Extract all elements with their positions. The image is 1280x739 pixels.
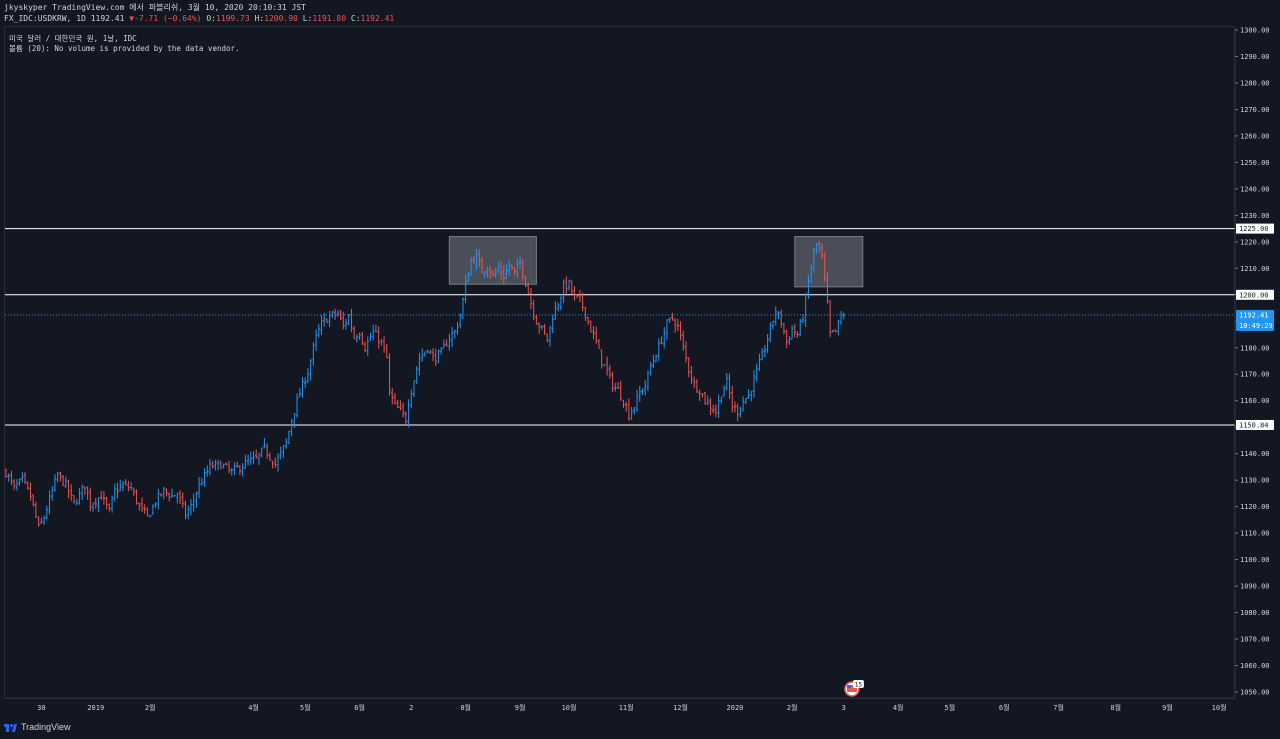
price-axis[interactable]: 1050.00 1060.00 1070.00 1080.00 1090.00 1100.…: [1234, 27, 1274, 699]
time-tick-label: 8월: [1110, 703, 1121, 712]
tradingview-footer[interactable]: TradingView: [4, 722, 71, 732]
price-tick-label: 1220.00: [1240, 238, 1270, 246]
close-value: 1192.41: [360, 14, 395, 23]
price-tick-label: 1260.00: [1240, 132, 1270, 140]
time-tick-label: 12월: [673, 703, 688, 712]
time-tick-label: 9월: [1162, 703, 1173, 712]
price-tick-label: 1300.00: [1240, 27, 1270, 35]
time-tick-label: 11월: [619, 703, 634, 712]
price-tick-label: 1070.00: [1240, 636, 1270, 644]
highlight-boxes: [448, 236, 864, 288]
time-tick-label: 3: [842, 704, 846, 712]
price-tick-label: 1140.00: [1240, 450, 1270, 458]
horizontal-line-price-label: 1200.00: [1239, 291, 1269, 299]
price-tick-label: 1160.00: [1240, 397, 1270, 405]
horizontal-line-price-label: 1150.84: [1239, 421, 1269, 429]
time-tick-label: 5월: [945, 703, 956, 712]
low-value: 1191.80: [312, 14, 347, 23]
time-tick-label: 6월: [354, 703, 365, 712]
price-tick-label: 1250.00: [1240, 159, 1270, 167]
time-tick-label: 2019: [87, 704, 104, 712]
tradingview-brand: TradingView: [21, 722, 71, 732]
low-label: L:: [302, 14, 313, 23]
price-tick-label: 1290.00: [1240, 53, 1270, 61]
chart-header: jkyskyper TradingView.com 에서 퍼블리쉬, 3월 10…: [4, 2, 394, 24]
ohlc-bars: [4, 241, 845, 527]
high-value: 1200.90: [264, 14, 298, 23]
last-price-badge: [1236, 309, 1274, 331]
volume-note: 볼륨 (20): No volume is provided by the da…: [9, 44, 240, 53]
time-tick-label: 6월: [999, 703, 1010, 712]
price-tick-label: 1120.00: [1240, 503, 1270, 511]
time-tick-label: 4월: [248, 703, 259, 712]
symbol-label: FX_IDC:USDKRW, 1D 1192.41: [4, 14, 125, 23]
time-tick-label: 9월: [515, 703, 526, 712]
price-tick-label: 1080.00: [1240, 609, 1270, 617]
time-tick-label: 10월: [1212, 703, 1227, 712]
price-tick-label: 1210.00: [1240, 265, 1270, 273]
symbol-description: 미국 달러 / 대한민국 원, 1날, IDC: [9, 34, 137, 43]
time-tick-label: 4월: [893, 703, 904, 712]
time-tick-label: 30: [37, 704, 45, 712]
last-price-label: 1192.41: [1239, 311, 1269, 319]
price-tick-label: 1050.00: [1240, 689, 1270, 697]
event-count-badge: [852, 680, 864, 688]
time-tick-label: 10월: [562, 703, 577, 712]
us-flag-canton: [846, 685, 851, 688]
price-tick-label: 1280.00: [1240, 79, 1270, 87]
horizontal-line-price-label: 1225.00: [1239, 225, 1269, 233]
change-value: ▼-7.71 (−0.64%): [129, 14, 202, 23]
countdown-label: 10:49:29: [1239, 322, 1273, 330]
price-tick-label: 1130.00: [1240, 477, 1270, 485]
price-tick-label: 1060.00: [1240, 662, 1270, 670]
time-tick-label: 8월: [460, 703, 471, 712]
publish-info: jkyskyper TradingView.com 에서 퍼블리쉬, 3월 10…: [4, 3, 306, 12]
highlight-box: [448, 236, 537, 285]
time-tick-label: 2월: [787, 703, 798, 712]
price-tick-label: 1110.00: [1240, 530, 1270, 538]
horizontal-line-price-badge: [1236, 223, 1274, 234]
time-tick-label: 2020: [727, 704, 744, 712]
price-tick-label: 1240.00: [1240, 185, 1270, 193]
time-tick-label: 5월: [300, 703, 311, 712]
close-label: C:: [350, 14, 361, 23]
time-tick-label: 7월: [1053, 703, 1064, 712]
price-tick-label: 1170.00: [1240, 371, 1270, 379]
tradingview-logo-icon: [4, 722, 17, 732]
price-tick-label: 1230.00: [1240, 212, 1270, 220]
horizontal-line-price-badge: [1236, 289, 1274, 300]
high-label: H:: [254, 14, 265, 23]
time-axis[interactable]: 30 2019 2월 4월 5월 6월 2 8월 9월 10월 11월 12월 2020 2월 3 4월 5월 6…: [5, 697, 1235, 712]
price-tick-label: 1180.00: [1240, 344, 1270, 352]
chart-legend: 미국 달러 / 대한민국 원, 1날, IDC 볼륨 (20): No volu…: [9, 34, 240, 54]
open-label: O:: [206, 14, 216, 23]
price-tick-label: 1270.00: [1240, 106, 1270, 114]
us-flag-stripes: [846, 685, 857, 692]
horizontal-line-price-badge: [1236, 419, 1274, 430]
highlight-box: [794, 236, 864, 288]
time-tick-label: 2: [409, 704, 413, 712]
open-value: 1199.73: [215, 14, 250, 23]
time-tick-label: 2월: [145, 703, 156, 712]
price-tick-label: 1090.00: [1240, 583, 1270, 591]
event-markers: 15: [844, 680, 864, 697]
horizontal-lines: [5, 228, 1235, 426]
ohlc-row: FX_IDC:USDKRW, 1D 1192.41 ▼-7.71 (−0.64%…: [4, 13, 394, 24]
event-count-label: 15: [855, 682, 863, 689]
price-tick-label: 1100.00: [1240, 556, 1270, 564]
